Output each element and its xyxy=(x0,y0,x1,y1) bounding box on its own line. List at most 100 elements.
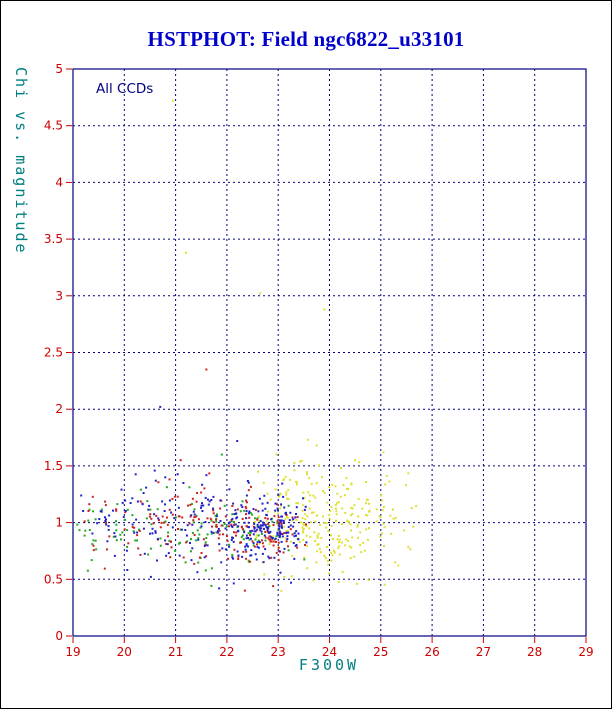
scatter-point xyxy=(245,510,248,513)
scatter-point xyxy=(300,521,303,524)
scatter-point xyxy=(163,510,166,512)
scatter-point xyxy=(115,509,118,512)
scatter-point xyxy=(293,532,296,535)
scatter-point xyxy=(267,531,270,534)
scatter-point xyxy=(115,520,117,523)
scatter-point xyxy=(388,480,391,483)
scatter-point xyxy=(262,481,265,484)
scatter-point xyxy=(266,501,269,504)
scatter-point xyxy=(233,520,235,523)
scatter-point xyxy=(124,518,127,521)
scatter-point xyxy=(383,583,386,586)
scatter-point xyxy=(115,508,118,511)
scatter-point xyxy=(141,503,144,506)
scatter-point xyxy=(254,530,257,533)
scatter-point xyxy=(94,518,97,521)
scatter-point xyxy=(204,496,207,499)
ticks-layer: 19 20 21 22 23 24 25 26 27 28 29 0 0.5 1 1.5 2 2.5 3 3.5 4 4… xyxy=(44,62,594,659)
scatter-point xyxy=(330,534,332,537)
scatter-point xyxy=(305,534,308,537)
scatter-point xyxy=(367,579,370,582)
scatter-point xyxy=(278,530,281,533)
scatter-point xyxy=(241,500,244,503)
scatter-point xyxy=(375,520,378,523)
scatter-point xyxy=(256,541,259,544)
scatter-point xyxy=(259,529,262,532)
scatter-point xyxy=(283,547,286,550)
scatter-point xyxy=(156,559,158,562)
scatter-point xyxy=(108,514,111,517)
scatter-point xyxy=(375,508,378,511)
scatter-point xyxy=(104,516,106,519)
scatter-point xyxy=(249,560,252,563)
scatter-point xyxy=(357,497,360,500)
scatter-point-outlier xyxy=(323,308,326,311)
scatter-point xyxy=(191,497,194,500)
scatter-point xyxy=(245,525,248,528)
scatter-point xyxy=(195,500,198,503)
scatter-point xyxy=(297,538,300,541)
y-tick-label: 3.5 xyxy=(44,232,63,246)
scatter-point xyxy=(249,537,252,540)
scatter-point xyxy=(200,522,203,525)
scatter-point xyxy=(217,537,220,540)
scatter-point xyxy=(359,531,362,534)
scatter-point xyxy=(275,453,278,456)
scatter-point xyxy=(190,514,193,517)
scatter-point xyxy=(240,541,242,544)
scatter-point xyxy=(341,523,343,526)
scatter-point xyxy=(262,545,265,548)
scatter-point xyxy=(240,525,243,528)
scatter-point xyxy=(256,523,259,526)
scatter-point xyxy=(147,553,150,556)
scatter-point xyxy=(245,507,248,510)
scatter-point xyxy=(171,513,174,516)
scatter-point xyxy=(149,532,151,535)
scatter-point xyxy=(383,526,386,529)
scatter-point xyxy=(210,519,213,522)
scatter-point xyxy=(384,483,387,486)
y-tick-label: 4.5 xyxy=(44,119,63,133)
scatter-point xyxy=(235,512,238,515)
scatter-point xyxy=(133,526,136,529)
scatter-point xyxy=(174,549,177,552)
scatter-point xyxy=(382,505,385,508)
scatter-point xyxy=(397,564,400,567)
scatter-point xyxy=(222,533,224,536)
scatter-point xyxy=(197,561,200,564)
scatter-point xyxy=(156,508,159,511)
scatter-point xyxy=(147,508,150,511)
scatter-point xyxy=(323,555,326,557)
scatter-point xyxy=(185,541,188,544)
scatter-point xyxy=(188,486,191,489)
scatter-point xyxy=(152,522,155,525)
scatter-point xyxy=(196,492,199,494)
x-tick-label: 19 xyxy=(65,645,80,659)
scatter-point xyxy=(168,499,171,502)
scatter-point xyxy=(277,550,280,553)
scatter-point xyxy=(295,518,298,521)
scatter-point xyxy=(272,540,275,543)
scatter-point xyxy=(286,497,289,500)
scatter-point xyxy=(279,507,282,510)
scatter-point xyxy=(326,559,329,562)
scatter-point xyxy=(169,540,172,543)
scatter-point xyxy=(103,567,106,570)
scatter-point xyxy=(236,508,239,511)
scatter-point xyxy=(212,531,215,534)
scatter-point xyxy=(218,549,221,552)
scatter-point-outlier xyxy=(272,585,275,588)
scatter-point xyxy=(276,519,279,522)
scatter-point xyxy=(334,485,337,488)
scatter-point xyxy=(264,548,267,551)
scatter-point xyxy=(351,507,354,510)
scatter-point xyxy=(173,517,176,520)
scatter-point xyxy=(239,510,242,513)
scatter-point xyxy=(356,525,359,528)
scatter-point xyxy=(253,545,256,548)
scatter-point xyxy=(215,520,218,523)
scatter-point xyxy=(134,539,137,542)
scatter-point xyxy=(240,536,243,539)
scatter-point-outlier xyxy=(290,581,292,584)
